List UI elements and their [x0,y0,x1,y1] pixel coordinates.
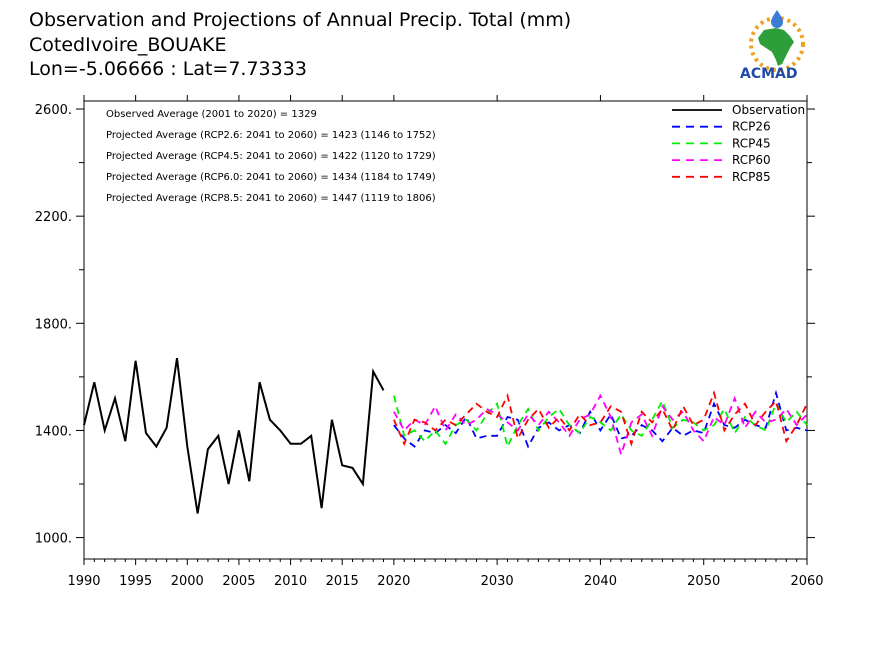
y-tick-label: 1400. [35,424,72,439]
legend-label-rcp45: RCP45 [732,136,771,150]
stats-annotations: Observed Average (2001 to 2020) = 1329 P… [106,109,436,204]
series-layer [83,357,808,514]
x-tick-label: 2060 [790,574,823,589]
x-tick-label: 2015 [326,574,359,589]
chart-station: CotedIvoire_BOUAKE [29,34,226,56]
series-line-rcp60 [393,393,808,458]
stat-rcp26: Projected Average (RCP2.6: 2041 to 2060)… [106,130,436,141]
chart-coords: Lon=-5.06666 : Lat=7.73333 [29,58,307,80]
y-tick-label: 2200. [35,210,72,225]
stat-rcp85: Projected Average (RCP8.5: 2041 to 2060)… [106,193,436,204]
x-tick-label: 1995 [119,574,152,589]
x-axis: 1990 1995 2000 2005 2010 2015 2020 2030 2040 2050… [67,95,824,589]
x-tick-label: 2050 [687,574,720,589]
chart-title: Observation and Projections of Annual Pr… [29,9,571,31]
stat-rcp45: Projected Average (RCP4.5: 2041 to 2060)… [106,151,436,162]
legend: Observation RCP26 RCP45 RCP60 RCP85 [672,103,805,184]
x-tick-label: 2030 [481,574,514,589]
legend-label-observation: Observation [732,103,805,117]
acmad-logo-text: ACMAD [740,66,798,82]
legend-label-rcp85: RCP85 [732,170,771,184]
acmad-logo: ACMAD [740,10,805,82]
series-line-rcp26 [393,389,808,449]
y-axis: 1000. 1400. 1800. 2200. 2600. [35,103,815,547]
x-tick-label: 2010 [274,574,307,589]
legend-label-rcp60: RCP60 [732,153,771,167]
africa-map-icon [758,28,794,66]
legend-label-rcp26: RCP26 [732,120,771,134]
plot-frame [83,100,808,560]
stat-observed: Observed Average (2001 to 2020) = 1329 [106,109,317,120]
x-tick-label: 2005 [222,574,255,589]
raindrop-icon [771,10,783,28]
y-tick-label: 1800. [35,317,72,332]
x-tick-label: 2020 [377,574,410,589]
series-line-rcp45 [393,395,808,450]
stat-rcp60: Projected Average (RCP6.0: 2041 to 2060)… [106,172,436,183]
x-tick-label: 2000 [171,574,204,589]
y-tick-label: 2600. [35,103,72,118]
y-tick-label: 1000. [35,532,72,547]
x-tick-label: 2040 [584,574,617,589]
x-tick-label: 1990 [67,574,100,589]
series-line-observation [83,357,385,514]
series-line-rcp85 [393,390,808,447]
